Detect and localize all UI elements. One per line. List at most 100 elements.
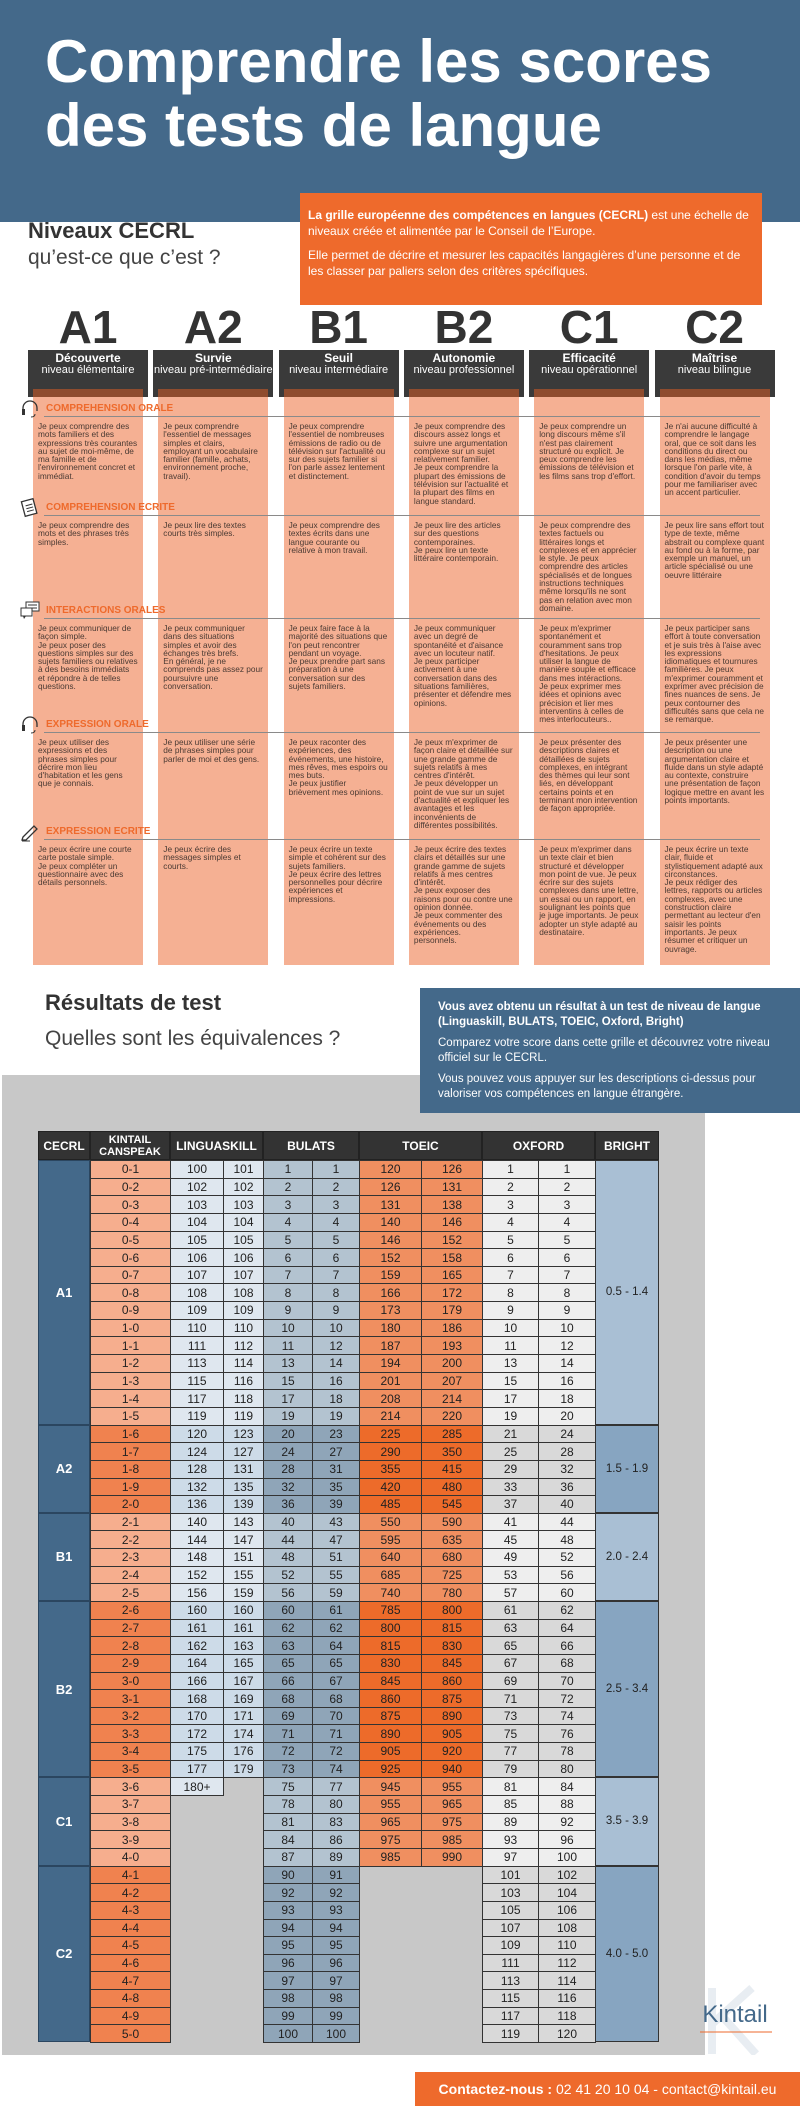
bulats-cell: 94 — [312, 1918, 360, 1938]
oxford-cell: 89 — [482, 1812, 539, 1832]
level-description: niveau intermédiaire — [289, 364, 389, 376]
linguaskill-cell: 136 — [170, 1495, 224, 1514]
oxford-cell: 66 — [538, 1636, 596, 1655]
toeic-cell: 905 — [421, 1724, 483, 1744]
level-strip — [534, 389, 645, 397]
toeic-cell: 120 — [359, 1160, 422, 1179]
section-divider — [44, 839, 760, 840]
skill-description: Je peux lire sans effort tout type de te… — [664, 520, 765, 580]
toeic-cell: 290 — [359, 1442, 422, 1461]
bulats-cell: 86 — [312, 1830, 360, 1849]
skill-description: Je peux écrire des messages simples et c… — [163, 844, 241, 871]
contact-phone[interactable]: 02 41 20 10 04 — [555, 2081, 650, 2097]
toeic-cell: 158 — [421, 1248, 483, 1267]
kintail-cell: 3-5 — [90, 1759, 171, 1779]
skill-description: Je peux utiliser des expressions et des … — [38, 737, 123, 789]
linguaskill-cell: 140 — [170, 1512, 224, 1532]
bulats-cell: 93 — [312, 1900, 360, 1920]
toeic-cell: 220 — [421, 1406, 483, 1426]
linguaskill-cell: 119 — [223, 1406, 264, 1426]
linguaskill-cell: 104 — [170, 1212, 224, 1232]
oxford-cell: 97 — [482, 1847, 539, 1867]
skill-description: Je peux comprendre un long discours même… — [539, 421, 636, 481]
bulats-cell: 10 — [312, 1318, 360, 1338]
linguaskill-cell: 160 — [223, 1601, 264, 1620]
kintail-cell: 1-4 — [90, 1389, 171, 1408]
toeic-cell: 173 — [359, 1301, 422, 1320]
kintail-cell: 2-6 — [90, 1601, 171, 1620]
intro-text-2: Elle permet de décrire et mesurer les ca… — [308, 248, 741, 278]
level-column — [534, 387, 645, 965]
linguaskill-cell: 167 — [223, 1671, 264, 1691]
linguaskill-cell: 119 — [170, 1406, 224, 1426]
kintail-cell: 3-6 — [90, 1777, 171, 1797]
kintail-cell: 4-2 — [90, 1883, 171, 1902]
oxford-cell: 74 — [538, 1706, 596, 1726]
bulats-cell: 60 — [263, 1601, 313, 1620]
bulats-cell: 36 — [263, 1495, 313, 1514]
level-strip — [408, 389, 519, 397]
oxford-cell: 70 — [538, 1671, 596, 1691]
kintail-cell: 3-4 — [90, 1742, 171, 1761]
bulats-cell: 28 — [263, 1459, 313, 1479]
level-name: Seuil — [324, 351, 353, 365]
bulats-cell: 93 — [263, 1900, 313, 1920]
toeic-cell: 890 — [359, 1724, 422, 1744]
oxford-cell: 4 — [482, 1212, 539, 1232]
skill-description: Je peux utiliser une série de phrases si… — [163, 737, 260, 764]
pencil-icon — [20, 822, 40, 842]
toeic-cell: 207 — [421, 1371, 483, 1391]
oxford-cell: 100 — [538, 1847, 596, 1867]
toeic-cell: 165 — [421, 1265, 483, 1285]
oxford-cell: 69 — [482, 1671, 539, 1691]
kintail-cell: 1-1 — [90, 1336, 171, 1356]
bulats-cell: 16 — [312, 1371, 360, 1391]
toeic-cell: 131 — [359, 1195, 422, 1214]
bulats-cell: 35 — [312, 1477, 360, 1497]
skill-description: Je peux comprendre des mots et des phras… — [38, 520, 130, 547]
linguaskill-cell: 179 — [223, 1759, 264, 1779]
skill-description: Je peux lire des textes courts très simp… — [163, 520, 246, 539]
level-strip — [33, 389, 143, 397]
toeic-cell: 126 — [359, 1177, 422, 1197]
bulats-cell: 48 — [263, 1548, 313, 1567]
table-header-bulats: BULATS — [263, 1131, 359, 1160]
bright-range-cell: 4.0 - 5.0 — [595, 1865, 659, 2042]
bulats-cell: 10 — [263, 1318, 313, 1338]
linguaskill-cell: 123 — [223, 1424, 264, 1444]
oxford-cell: 9 — [538, 1301, 596, 1320]
oxford-cell: 104 — [538, 1883, 596, 1902]
oxford-cell: 109 — [482, 1936, 539, 1955]
linguaskill-cell: 114 — [223, 1354, 264, 1373]
linguaskill-cell: 166 — [170, 1671, 224, 1691]
results-text-1: Comparez votre score dans cette grille e… — [438, 1037, 770, 1064]
bulats-cell: 74 — [312, 1759, 360, 1779]
toeic-cell: 920 — [421, 1742, 483, 1761]
oxford-cell: 117 — [482, 2006, 539, 2026]
oxford-cell: 13 — [482, 1354, 539, 1373]
toeic-cell: 146 — [359, 1230, 422, 1250]
toeic-cell: 725 — [421, 1565, 483, 1585]
contact-email[interactable]: contact@kintail.eu — [661, 2081, 777, 2097]
cecrl-intro-box: La grille européenne des compétences en … — [300, 193, 762, 305]
oxford-cell: 120 — [538, 2024, 596, 2043]
oxford-cell: 7 — [482, 1265, 539, 1285]
oxford-cell: 18 — [538, 1389, 596, 1408]
bulats-cell: 77 — [312, 1777, 360, 1797]
skill-description: Je peux raconter des expériences, des év… — [288, 737, 388, 797]
linguaskill-cell: 112 — [223, 1336, 264, 1356]
bulats-cell: 97 — [312, 1971, 360, 1991]
skill-description: Je peux comprendre l'essentiel de nombre… — [288, 421, 386, 481]
linguaskill-cell: 110 — [170, 1318, 224, 1338]
document-icon — [20, 497, 40, 518]
intro-text: est une échelle de niveaux créée et alim… — [308, 208, 749, 238]
oxford-cell: 15 — [482, 1371, 539, 1391]
oxford-cell: 80 — [538, 1759, 596, 1779]
linguaskill-cell: 148 — [170, 1548, 224, 1567]
skill-description: Je peux comprendre des mots familiers et… — [38, 421, 138, 481]
linguaskill-cell: 109 — [223, 1301, 264, 1320]
cecrl-level-cell: A1 — [38, 1160, 90, 1425]
toeic-cell: 152 — [359, 1248, 422, 1267]
bulats-cell: 18 — [312, 1389, 360, 1408]
oxford-cell: 67 — [482, 1653, 539, 1673]
